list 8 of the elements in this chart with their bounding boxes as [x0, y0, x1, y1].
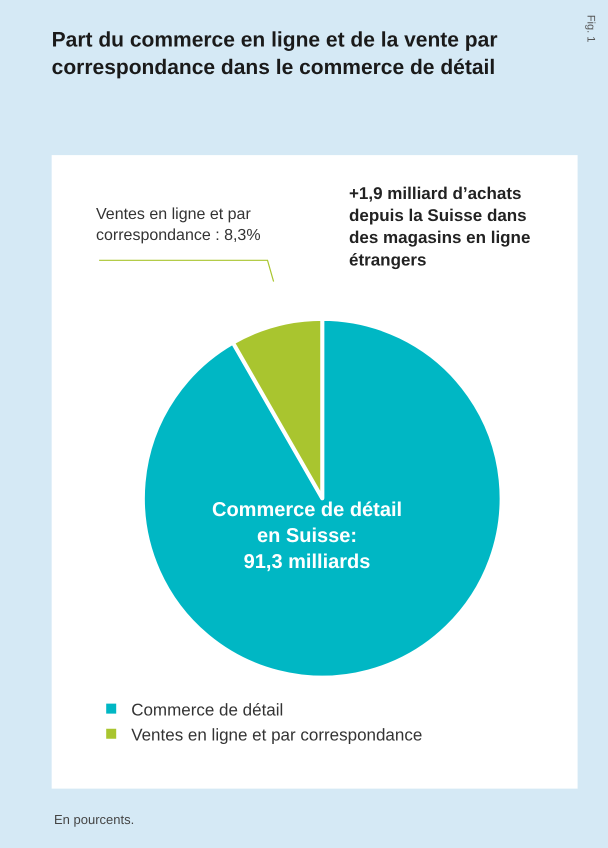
text: Commerce de détail en Suisse: 91,3 milliards: [212, 499, 402, 573]
text: Ventes en ligne et par correspondance : 8,3%: [96, 206, 261, 244]
chart-title: Part du commerce en ligne et de la vente par correspondance dans le commerce de détail: [52, 28, 498, 79]
legend-label: Ventes en ligne et par correspondance: [131, 725, 422, 744]
legend-label: Commerce de détail: [131, 700, 284, 720]
caption: Fig. 1: [584, 14, 597, 42]
text: +1,9 milliard d’achats depuis la Suisse dans des magasins en ligne étrangers: [349, 184, 530, 270]
text: En pourcents.: [54, 812, 134, 827]
